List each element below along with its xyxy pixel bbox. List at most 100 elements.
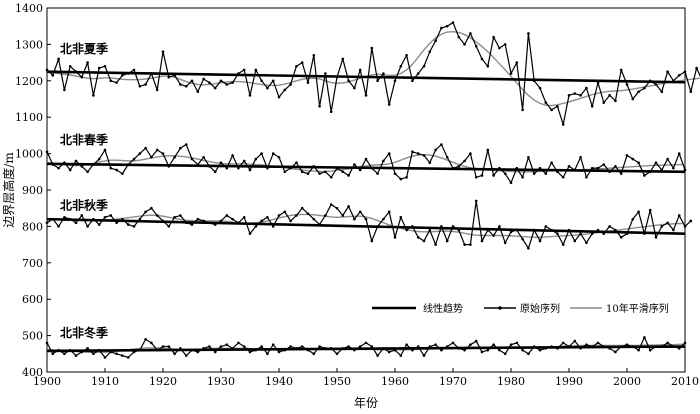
raw-point — [521, 108, 524, 112]
raw-point — [411, 150, 414, 154]
raw-point — [271, 152, 275, 155]
raw-point — [585, 86, 588, 90]
raw-point — [405, 343, 408, 347]
raw-point — [590, 104, 594, 108]
raw-point — [364, 157, 368, 161]
raw-point — [208, 345, 211, 348]
raw-point — [138, 152, 142, 155]
raw-point — [283, 88, 287, 92]
y-axis-title: 边界层高度/m — [1, 152, 16, 228]
y-tick-label: 700 — [22, 257, 43, 270]
raw-point — [150, 341, 153, 345]
raw-point — [74, 159, 78, 163]
raw-point — [416, 236, 420, 239]
raw-point — [347, 345, 350, 348]
raw-point — [242, 345, 246, 348]
raw-point — [405, 175, 408, 179]
raw-point — [631, 97, 635, 101]
raw-point — [469, 343, 472, 347]
raw-point — [561, 243, 565, 246]
raw-point — [86, 347, 89, 350]
raw-point — [451, 341, 455, 345]
raw-point — [86, 170, 89, 174]
raw-point — [666, 70, 669, 73]
raw-point — [97, 223, 101, 226]
raw-point — [492, 234, 495, 237]
raw-point — [393, 79, 397, 83]
raw-point — [387, 210, 391, 214]
raw-point — [353, 217, 356, 221]
x-tick-label: 1980 — [497, 375, 525, 388]
raw-point — [155, 148, 159, 152]
raw-point — [503, 352, 507, 356]
x-tick-label: 1910 — [91, 375, 119, 388]
raw-point — [150, 155, 153, 159]
axes-layer: 1900 1910 1920 1930 1940 1950 1960 1970 1980 1990… — [15, 2, 699, 388]
raw-point — [121, 354, 124, 357]
raw-point — [219, 219, 223, 223]
raw-point — [295, 214, 298, 217]
raw-point — [318, 172, 321, 175]
panel-0 — [45, 21, 700, 126]
raw-point — [608, 225, 611, 228]
raw-point — [318, 104, 321, 108]
raw-point — [86, 225, 89, 228]
raw-point — [376, 79, 379, 83]
raw-point — [509, 72, 513, 75]
raw-point — [608, 94, 611, 97]
raw-point — [614, 99, 617, 103]
raw-point — [474, 339, 478, 343]
x-tick-label: 1990 — [555, 375, 583, 388]
raw-point — [480, 174, 484, 177]
raw-point — [109, 214, 113, 217]
legend-smooth-label: 10年平滑序列 — [606, 302, 669, 315]
raw-point — [126, 356, 130, 359]
raw-point — [440, 26, 443, 30]
raw-point — [387, 152, 391, 155]
raw-series-line — [46, 200, 692, 249]
raw-point — [434, 148, 437, 152]
raw-point — [242, 159, 246, 163]
raw-point — [277, 155, 281, 159]
y-tick-label: 1200 — [15, 75, 43, 88]
raw-point — [300, 170, 304, 174]
raw-point — [648, 208, 652, 212]
raw-point — [422, 354, 426, 357]
raw-point — [254, 157, 258, 161]
raw-point — [289, 83, 292, 86]
raw-point — [643, 336, 646, 339]
raw-point — [202, 77, 205, 81]
raw-point — [184, 84, 188, 88]
raw-point — [155, 88, 159, 92]
raw-point — [271, 225, 275, 228]
raw-point — [399, 177, 403, 181]
raw-point — [422, 239, 426, 243]
raw-point — [173, 216, 176, 219]
raw-point — [103, 356, 107, 359]
raw-point — [387, 350, 391, 354]
raw-point — [643, 174, 646, 177]
raw-point — [474, 175, 478, 179]
raw-point — [231, 154, 234, 157]
x-tick-label: 1940 — [265, 375, 293, 388]
raw-point — [115, 81, 118, 84]
raw-point — [695, 66, 698, 70]
raw-point — [590, 232, 594, 235]
smooth-series-line — [46, 153, 685, 173]
raw-point — [347, 79, 350, 83]
raw-point — [376, 354, 379, 357]
raw-point — [277, 214, 281, 217]
y-tick-label: 1000 — [15, 148, 43, 161]
raw-point — [393, 172, 397, 175]
raw-point — [503, 172, 507, 175]
raw-point — [527, 246, 530, 250]
raw-point — [666, 157, 669, 161]
raw-point — [492, 343, 495, 347]
raw-point — [660, 90, 664, 94]
panel-3 — [45, 336, 687, 359]
raw-point — [57, 166, 60, 170]
raw-point — [132, 157, 136, 161]
raw-point — [440, 348, 443, 352]
raw-point — [353, 86, 356, 90]
